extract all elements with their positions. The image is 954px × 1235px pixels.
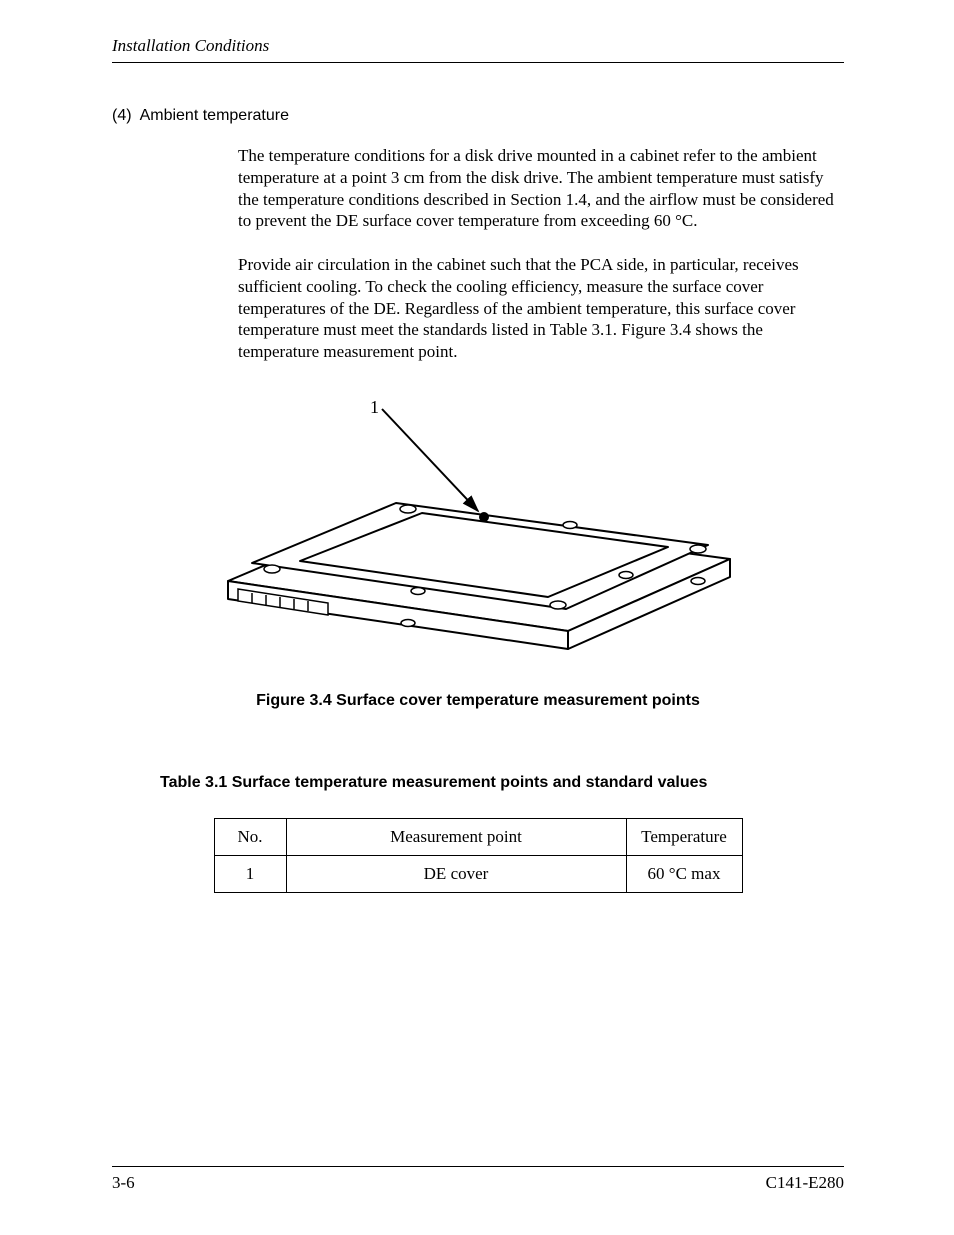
figure-caption: Figure 3.4 Surface cover temperature mea… <box>112 692 844 710</box>
paragraph-2: Provide air circulation in the cabinet s… <box>238 254 842 363</box>
col-header-no: No. <box>214 818 286 855</box>
table-row: 1 DE cover 60 °C max <box>214 855 742 892</box>
col-header-temp: Temperature <box>626 818 742 855</box>
page-number: 3-6 <box>112 1173 135 1193</box>
cell-point: DE cover <box>286 855 626 892</box>
page-footer: 3-6 C141-E280 <box>112 1166 844 1193</box>
disk-drive-diagram: 1 <box>208 391 748 651</box>
pointer-label: 1 <box>370 397 379 417</box>
section-heading: (4) Ambient temperature <box>112 107 844 125</box>
table-header-row: No. Measurement point Temperature <box>214 818 742 855</box>
col-header-point: Measurement point <box>286 818 626 855</box>
table-caption: Table 3.1 Surface temperature measuremen… <box>160 774 844 792</box>
section-number: (4) <box>112 107 132 124</box>
paragraph-1: The temperature conditions for a disk dr… <box>238 145 842 232</box>
section-title: Ambient temperature <box>140 107 289 124</box>
header-rule <box>112 62 844 63</box>
cell-temp: 60 °C max <box>626 855 742 892</box>
doc-number: C141-E280 <box>766 1173 844 1193</box>
figure: 1 <box>112 391 844 656</box>
cell-no: 1 <box>214 855 286 892</box>
header-title: Installation Conditions <box>112 36 844 56</box>
measurement-table: No. Measurement point Temperature 1 DE c… <box>214 818 743 893</box>
footer-rule <box>112 1166 844 1167</box>
